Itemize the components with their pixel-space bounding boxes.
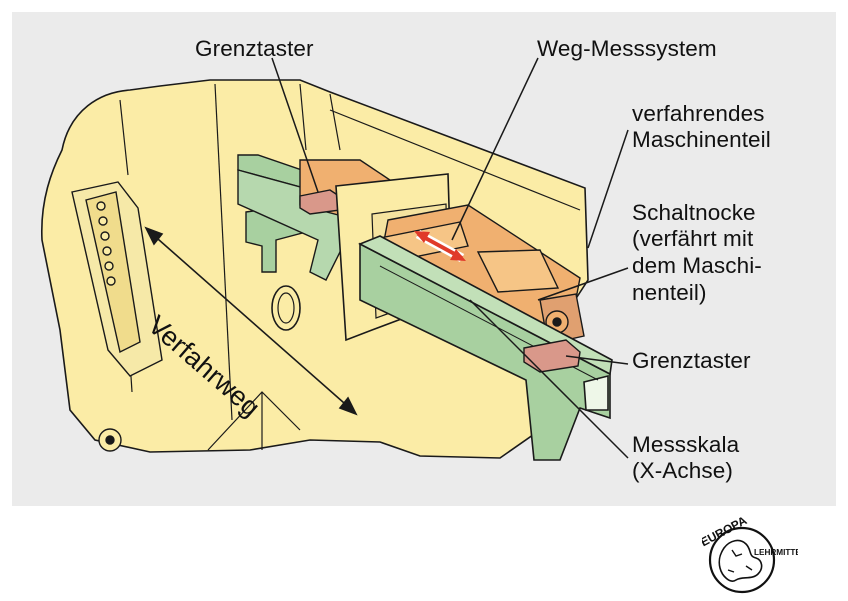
label-schaltnocke-4: nenteil) (632, 280, 707, 305)
limit-switch-right (523, 339, 581, 373)
label-schaltnocke-1: Schaltnocke (632, 200, 756, 225)
europa-lehrmittel-logo: EUROPA LEHRMITTEL (698, 510, 806, 596)
movement-arrow (414, 230, 466, 262)
label-schaltnocke-2: (verfährt mit (632, 226, 754, 251)
leader-lines (271, 57, 629, 459)
logo-right-text: LEHRMITTEL (754, 548, 798, 557)
scale-rail (358, 235, 613, 461)
travel-dimension-line (144, 226, 358, 416)
label-maschinenteil-2: Maschinenteil (632, 127, 771, 152)
label-schaltnocke-3: dem Maschi- (632, 253, 762, 278)
label-messskala-1: Messskala (632, 432, 740, 457)
globe-icon: EUROPA LEHRMITTEL (698, 513, 806, 594)
label-grenztaster-top: Grenztaster (195, 36, 314, 61)
label-grenztaster-right: Grenztaster (632, 348, 751, 373)
label-weg-messsystem: Weg-Messsystem (537, 36, 717, 61)
bolt-bracket (71, 181, 163, 452)
label-messskala-2: (X-Achse) (632, 458, 733, 483)
round-boss (271, 285, 301, 331)
label-maschinenteil-1: verfahrendes (632, 101, 765, 126)
